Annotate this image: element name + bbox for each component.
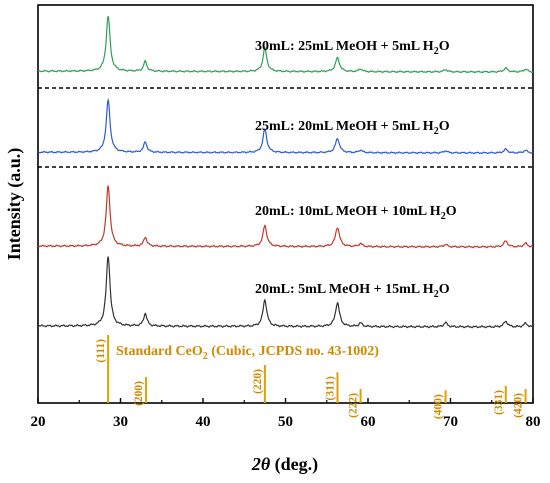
x-tick-label-6: 80 [526,414,541,430]
series-label-3: 20mL: 5mL MeOH + 15mL H2O [255,282,450,300]
series-label-0: 30mL: 25mL MeOH + 5mL H2O [255,39,450,57]
reference-hkl-label-0: (111) [95,339,107,363]
reference-hkl-label-3: (311) [324,376,336,400]
series-traces [37,16,534,329]
reference-lines: (111) (200) (220) (311) (222) (400) (331) (420) [95,335,527,419]
reference-hkl-label-5: (400) [433,394,445,419]
x-tick-label-5: 70 [443,414,458,430]
series-label-1: 25mL: 20mL MeOH + 5mL H2O [255,119,450,137]
x-tick-label-3: 50 [278,414,293,430]
x-tick-label-1: 30 [113,414,128,430]
series-line-1 [38,97,534,155]
series-line-2 [37,185,533,249]
x-tick-label-4: 60 [361,414,376,430]
reference-hkl-label-6: (331) [493,390,505,415]
reference-hkl-label-2: (220) [252,369,264,394]
x-axis-ticks: 20 30 40 50 60 70 80 [31,398,541,430]
x-tick-label-2: 40 [196,414,211,430]
reference-hkl-label-1: (200) [133,381,145,406]
series-label-2: 20mL: 10mL MeOH + 10mL H2O [255,204,457,222]
x-axis-title: 2θ (deg.) [251,454,318,475]
reference-hkl-label-4: (222) [348,393,360,418]
y-axis-title: Intensity (a.u.) [4,148,25,261]
reference-hkl-label-7: (420) [513,393,525,418]
x-tick-label-0: 20 [31,414,46,430]
series-line-3 [37,256,534,329]
series-line-0 [37,16,534,74]
reference-title: Standard CeO2 (Cubic, JCPDS no. 43-1002) [116,344,379,362]
